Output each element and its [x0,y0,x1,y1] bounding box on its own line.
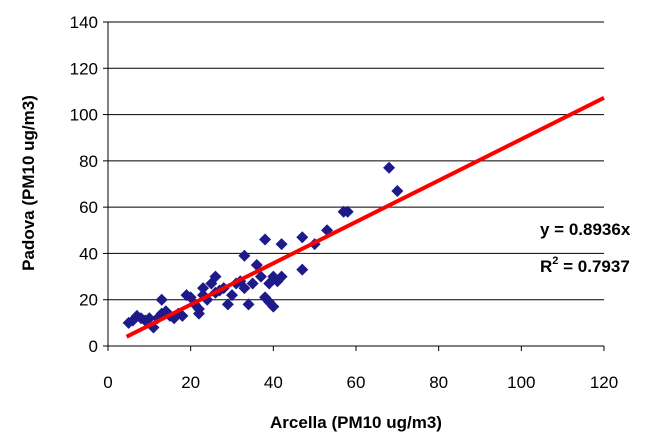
y-tick-label: 100 [70,106,98,125]
y-tick-label: 140 [70,13,98,32]
data-point-diamond [391,184,404,197]
trendline-layer [125,96,605,339]
data-point-diamond [259,233,272,246]
data-point-diamond [383,161,396,174]
r-squared-value: = 0.7937 [558,257,629,276]
data-point-diamond [254,270,267,283]
x-axis-title: Arcella (PM10 ug/m3) [270,413,442,432]
trendline [125,96,605,339]
data-point-diamond [267,300,280,313]
data-point-diamond [341,205,354,218]
y-tick-label: 0 [89,337,98,356]
y-tick-label: 40 [79,244,98,263]
y-tick-label: 80 [79,152,98,171]
r-squared-prefix: R [540,257,552,276]
r-squared-label: R2 = 0.7937 [540,255,630,276]
x-tick-label: 120 [590,373,618,392]
data-point-diamond [275,270,288,283]
gridlines [108,21,604,301]
data-point-diamond [246,277,259,290]
data-point-diamond [221,298,234,311]
axes [103,21,605,351]
y-axis-title: Padova (PM10 ug/m3) [19,95,38,271]
trendline-equation: y = 0.8936x [540,220,631,239]
data-point-diamond [242,298,255,311]
x-tick-label: 20 [181,373,200,392]
y-tick-label: 20 [79,291,98,310]
x-tick-label: 0 [103,373,112,392]
data-point-diamond [296,231,309,244]
data-point-diamond [155,293,168,306]
data-point-diamond [226,289,238,302]
data-point-diamond [209,270,222,283]
x-tick-label: 100 [507,373,535,392]
x-tick-label: 80 [429,373,448,392]
tick-labels: 0 20 40 60 80 100 120 140 0 20 40 60 80 100 120 [70,13,619,392]
data-point-diamond [238,249,251,262]
x-tick-label: 40 [264,373,283,392]
data-point-diamond [176,309,189,322]
data-points [122,161,404,334]
data-point-diamond [275,238,288,251]
y-tick-label: 60 [79,198,98,217]
x-tick-label: 60 [347,373,366,392]
data-point-diamond [197,282,210,295]
data-point-diamond [238,282,251,295]
r-squared-exponent: 2 [552,255,558,267]
data-point-diamond [143,312,156,325]
y-tick-label: 120 [70,59,98,78]
data-point-diamond [296,263,309,276]
data-point-diamond [192,307,205,320]
